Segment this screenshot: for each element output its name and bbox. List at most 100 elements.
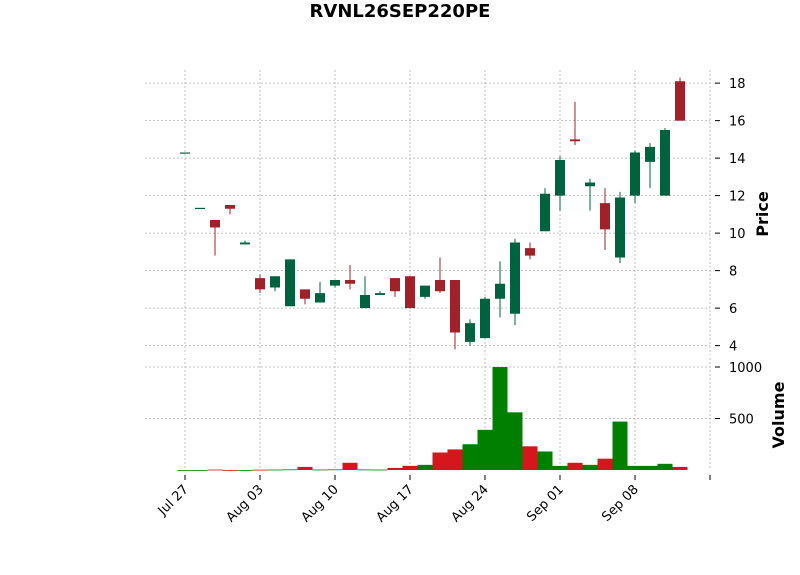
candle [270, 276, 280, 292]
candle-body [270, 276, 280, 288]
volume-bar [462, 444, 478, 470]
candle-body [585, 182, 595, 187]
x-tick-label: Sep 08 [599, 482, 642, 525]
x-tick-label: Aug 10 [299, 482, 342, 525]
candle-body [570, 139, 580, 142]
candle-body [645, 146, 655, 162]
candle-body [510, 242, 520, 314]
candle [180, 152, 190, 154]
candle-body [405, 276, 415, 309]
volume-bar [267, 469, 283, 471]
price-axis: 4 6 8 10 12 14 16 18 [715, 77, 746, 355]
volume-bar [237, 470, 253, 471]
candle [570, 101, 580, 145]
volume-bar [402, 465, 418, 470]
candle [420, 285, 430, 299]
candle-body [345, 280, 355, 284]
volume-tick-label: 1000 [729, 361, 762, 376]
candle-body [450, 280, 460, 333]
candle [285, 259, 295, 307]
candle [675, 77, 685, 121]
volume-panel: 500 1000 [145, 358, 762, 471]
candle [540, 188, 550, 232]
candle [465, 319, 475, 346]
price-tick-label: 4 [729, 340, 737, 355]
volume-bar [342, 462, 358, 470]
volume-bar [642, 465, 658, 470]
candle [330, 280, 340, 288]
candle-body [420, 285, 430, 297]
candle-body [465, 323, 475, 342]
price-tick-label: 6 [729, 302, 737, 317]
candle-body [300, 289, 310, 299]
volume-bar [522, 446, 538, 470]
price-candles [180, 77, 685, 350]
volume-bar [357, 469, 373, 471]
volume-tick-label: 500 [729, 413, 754, 428]
candle [585, 178, 595, 211]
volume-bar [297, 466, 313, 470]
volume-bar [672, 466, 688, 470]
chart-title: RVNL26SEP220PE [310, 1, 491, 22]
volume-bar [312, 469, 328, 471]
candle-body [225, 205, 235, 209]
candle [405, 276, 415, 309]
candle [240, 240, 250, 245]
x-tick-label: Aug 03 [224, 482, 267, 525]
candle-body [195, 207, 205, 210]
volume-axis-label: Volume [769, 381, 788, 448]
candle-body [615, 197, 625, 258]
candle [210, 220, 220, 256]
price-tick-label: 10 [729, 227, 746, 242]
candle [630, 150, 640, 204]
price-tick-label: 12 [729, 190, 746, 205]
candle-body [675, 81, 685, 121]
x-tick-label: Aug 24 [449, 482, 492, 525]
candle-body [525, 248, 535, 256]
candle [495, 261, 505, 318]
price-tick-label: 16 [729, 115, 746, 130]
volume-bar [492, 367, 508, 470]
price-tick-label: 14 [729, 152, 746, 167]
volume-bar [417, 464, 433, 470]
volume-bar [327, 469, 343, 471]
volume-bar [372, 469, 388, 471]
candle [390, 278, 400, 297]
candle [510, 238, 520, 325]
volume-bar [387, 467, 403, 470]
price-tick-label: 18 [729, 77, 746, 92]
candle [315, 281, 325, 303]
candle [435, 257, 445, 294]
candle [525, 242, 535, 260]
volume-bar [207, 469, 223, 471]
price-panel: 4 6 8 10 12 14 16 18 [145, 70, 746, 355]
candle [345, 265, 355, 290]
price-tick-label: 8 [729, 265, 737, 280]
candle-body [375, 293, 385, 295]
candle [600, 188, 610, 250]
candle-body [330, 280, 340, 286]
volume-bar [282, 469, 298, 471]
candle [195, 207, 205, 210]
volume-bar [657, 463, 673, 470]
candle-body [600, 203, 610, 230]
candle [660, 128, 670, 196]
candle [300, 289, 310, 305]
candle [645, 143, 655, 189]
candle-body [630, 152, 640, 196]
volume-bar [552, 465, 568, 470]
candle-body [285, 259, 295, 307]
volume-bar [537, 451, 553, 470]
volume-bar [252, 469, 268, 471]
candle-body [390, 278, 400, 292]
candle-body [660, 130, 670, 196]
candle [555, 156, 565, 211]
x-tick-label: Aug 17 [374, 482, 417, 525]
candle-body [360, 295, 370, 309]
x-axis: Jul 27 Aug 03 Aug 10 Aug 17 Aug 24 Sep 01 Sep … [155, 475, 711, 525]
candle [225, 205, 235, 215]
candle-body [240, 242, 250, 245]
candle [375, 291, 385, 295]
volume-bar [477, 429, 493, 470]
candle [255, 274, 265, 294]
